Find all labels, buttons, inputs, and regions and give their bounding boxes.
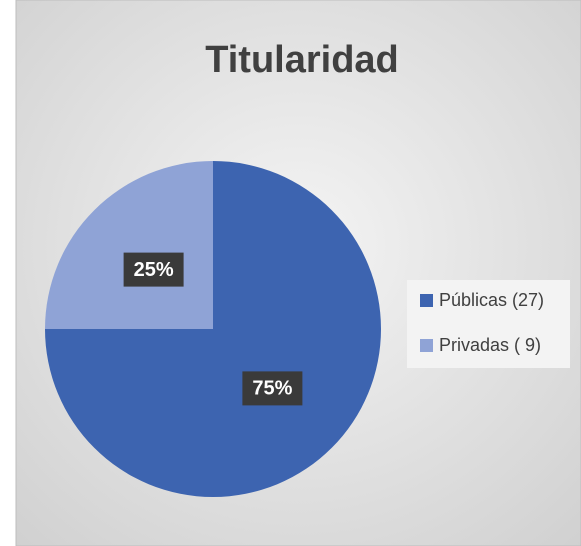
- pie-slice: [45, 161, 213, 329]
- legend-label: Privadas ( 9): [439, 335, 541, 355]
- data-label: 75%: [252, 378, 292, 400]
- legend-box: [407, 280, 570, 368]
- legend-swatch: [420, 339, 433, 352]
- legend-swatch: [420, 294, 433, 307]
- data-label-box: [123, 252, 184, 287]
- data-label: 25%: [134, 259, 174, 281]
- chart-title: Titularidad: [205, 39, 399, 81]
- data-label-box: [242, 371, 303, 406]
- legend-label: Públicas (27): [439, 290, 544, 310]
